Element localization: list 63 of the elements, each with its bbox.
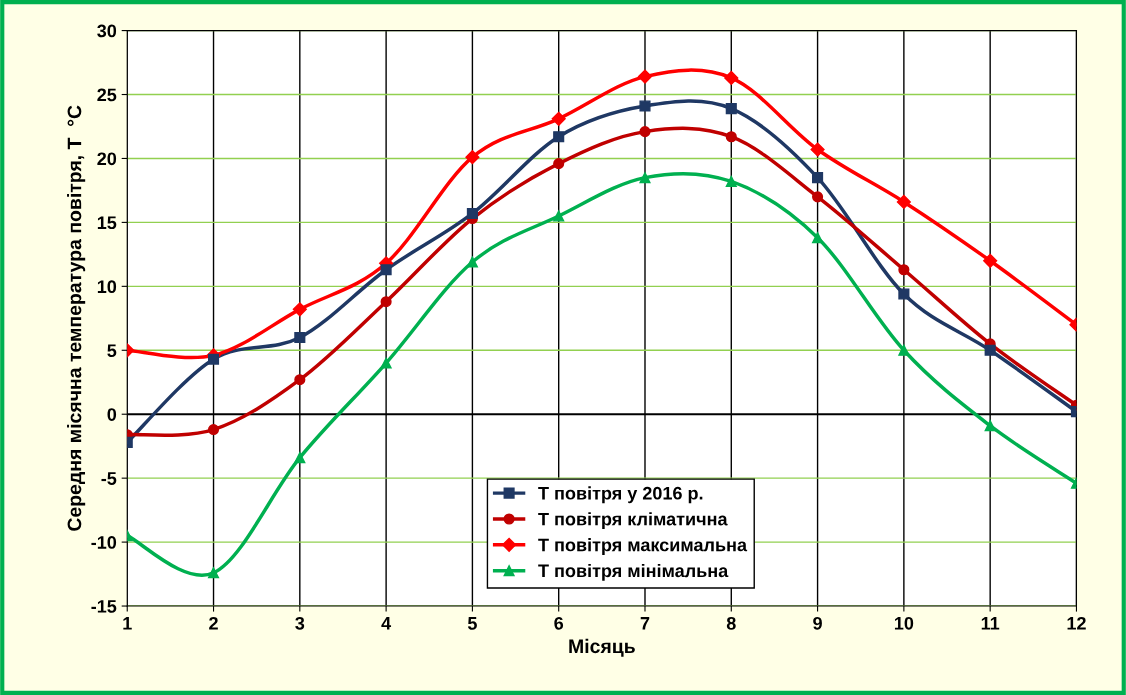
x-tick-label: 1 (123, 617, 132, 630)
point (553, 131, 565, 143)
x-tick-label: 2 (209, 616, 218, 630)
point (639, 172, 651, 184)
point (810, 142, 825, 157)
point (380, 357, 392, 369)
point (294, 331, 306, 344)
point (984, 344, 996, 356)
point (380, 296, 392, 308)
point (639, 126, 651, 138)
point (984, 420, 996, 432)
y-tick-label: 10 (97, 280, 117, 294)
point (725, 175, 737, 188)
point (724, 70, 739, 85)
point (639, 100, 651, 112)
point (551, 111, 566, 126)
point (553, 158, 565, 170)
x-tick-label: 8 (726, 616, 736, 630)
point (294, 374, 306, 386)
point (207, 567, 220, 579)
y-tick-label: -15 (91, 600, 117, 613)
x-tick-label: 11 (981, 617, 1000, 630)
x-tick-label: 6 (554, 616, 564, 630)
point (207, 424, 220, 436)
y-tick-label: 5 (107, 344, 117, 357)
x-tick-label: 3 (295, 616, 305, 630)
point (896, 194, 911, 210)
y-tick-label: -10 (91, 536, 117, 549)
point (812, 172, 824, 184)
point (207, 353, 220, 365)
x-tick-label: 10 (894, 616, 914, 630)
point (983, 253, 998, 268)
point (812, 232, 824, 244)
x-tick-label: 7 (640, 617, 650, 630)
legend-label: Т повітря у 2016 р. (538, 486, 703, 504)
point (898, 264, 910, 276)
x-axis-title: Місяць (569, 638, 635, 657)
legend-label: Т повітря мінімальна (538, 563, 729, 581)
x-tick-label: 4 (381, 617, 392, 630)
point (725, 103, 737, 115)
point (294, 452, 306, 464)
x-tick-label: 12 (1067, 616, 1086, 630)
y-tick-label: 30 (97, 24, 117, 38)
point (466, 207, 478, 220)
y-tick-label: 15 (97, 216, 117, 230)
point (812, 191, 824, 203)
y-axis-title: Середня місячна температура повітря, Т °С (67, 105, 86, 531)
point (465, 150, 480, 165)
legend-label: Т повітря кліматична (538, 512, 728, 530)
point (637, 69, 653, 84)
y-tick-label: 25 (97, 88, 117, 102)
point (725, 131, 737, 143)
x-tick-label: 9 (813, 616, 822, 630)
legend-label: Т повітря максимальна (538, 538, 748, 555)
point (292, 302, 307, 317)
y-tick-label: -5 (101, 472, 117, 485)
x-tick-label: 5 (467, 617, 477, 630)
y-tick-label: 20 (97, 152, 117, 166)
point (553, 210, 565, 222)
point (898, 288, 910, 300)
y-tick-label: 0 (107, 408, 117, 421)
point (898, 344, 910, 356)
point (380, 264, 392, 276)
